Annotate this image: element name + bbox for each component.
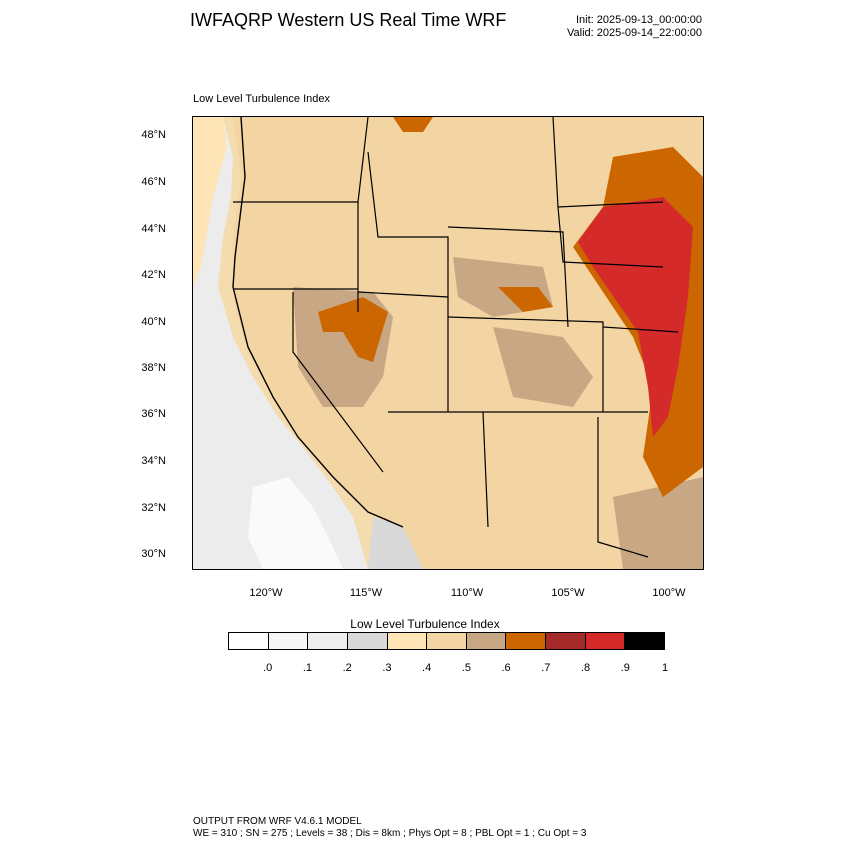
legend-swatch [308,633,348,649]
legend-label: .2 [342,662,352,674]
state-border [367,151,449,297]
ocean-white-region [248,477,343,569]
legend-label: .0 [263,662,273,674]
legend-label: .5 [461,662,471,674]
wyoming-orange [498,287,553,312]
map-panel [192,116,704,570]
coastal-band [193,117,227,287]
legend-label: .9 [620,662,630,674]
coastline [232,117,404,528]
legend-swatch [427,633,467,649]
init-time: Init: 2025-09-13_00:00:00 [576,14,702,26]
lon-label: 110°W [450,587,484,599]
legend-swatch [546,633,586,649]
legend-label: .3 [382,662,392,674]
lat-label: 30°N [141,548,166,560]
lat-label: 42°N [141,269,166,281]
legend-label: .1 [302,662,313,674]
lat-label: 46°N [141,176,166,188]
colorado-patch [493,327,593,407]
southeast-patch [613,477,703,569]
main-title: IWFAQRP Western US Real Time WRF [190,10,507,30]
state-border [557,206,664,268]
valid-time: Valid: 2025-09-14_22:00:00 [567,27,702,39]
lon-label: 120°W [249,587,283,599]
model-info-line1: OUTPUT FROM WRF V4.6.1 MODEL [193,816,362,827]
lat-label: 48°N [141,129,166,141]
lon-label: 115°W [349,587,383,599]
state-border [597,417,649,558]
model-info-line2: WE = 310 ; SN = 275 ; Levels = 38 ; Dis … [193,828,587,839]
north-orange [393,117,433,132]
lat-label: 32°N [141,502,166,514]
state-border [357,117,369,203]
legend-swatch [506,633,547,649]
legend-label: .4 [422,662,432,674]
lat-label: 34°N [141,455,166,467]
plains-red [578,197,693,437]
map-subtitle: Low Level Turbulence Index [193,93,330,105]
turbulence-map [193,117,703,569]
state-border [447,226,569,328]
lon-label: 105°W [551,587,585,599]
legend-swatch [585,633,626,649]
lat-label: 38°N [141,362,166,374]
land-region [233,117,703,569]
legend-label: .7 [541,662,551,674]
legend-colorbar [228,632,665,650]
legend-label: .6 [501,662,511,674]
state-border [447,316,604,412]
lon-label: 100°W [652,587,686,599]
state-border [602,326,679,333]
nevada-orange [318,297,388,362]
legend-swatch [268,633,309,649]
gulf-region [368,517,423,569]
lat-label: 44°N [141,223,166,235]
legend-title: Low Level Turbulence Index [350,617,500,631]
ocean-region [193,117,368,569]
legend-label: .8 [580,662,591,674]
legend-label: 1 [661,662,669,674]
lat-label: 40°N [141,316,166,328]
legend-swatch [466,633,507,649]
lat-label: 36°N [141,408,166,420]
legend-swatch [387,633,428,649]
legend-swatch [229,633,269,649]
state-border [482,411,489,528]
state-border [292,292,384,473]
legend-swatch [625,633,665,649]
legend-swatch [347,633,388,649]
